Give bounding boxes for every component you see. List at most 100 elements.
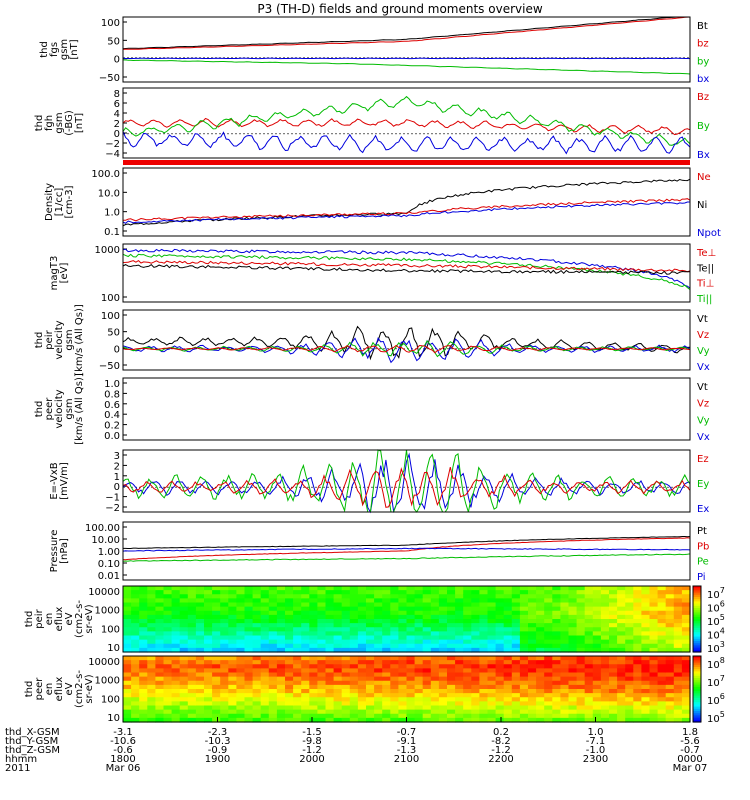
xtick-label: 2000 xyxy=(299,754,324,765)
heatmap-cell xyxy=(390,623,399,628)
heatmap-cell xyxy=(301,586,310,591)
heatmap-cell xyxy=(430,668,440,674)
heatmap-cell xyxy=(649,598,659,604)
heatmap-cell xyxy=(609,647,618,653)
heatmap-cell xyxy=(228,639,237,645)
heatmap-cell xyxy=(325,664,335,669)
heatmap-cell xyxy=(633,660,642,665)
heatmap-cell xyxy=(519,606,529,612)
heatmap-cell xyxy=(374,697,383,702)
heatmap-cell xyxy=(163,672,173,678)
heatmap-cell xyxy=(609,684,618,690)
series-Vx-line xyxy=(122,337,691,364)
heatmap-cell xyxy=(139,680,148,686)
heatmap-cell xyxy=(260,594,270,599)
heatmap-cell xyxy=(414,676,424,682)
heatmap-cell xyxy=(552,635,561,641)
heatmap-cell xyxy=(252,684,262,690)
heatmap-cell xyxy=(252,594,262,599)
heatmap-cell xyxy=(212,635,221,641)
heatmap-cell xyxy=(406,713,416,719)
heatmap-cell xyxy=(479,709,489,715)
colorbar-cell xyxy=(693,691,701,694)
heatmap-cell xyxy=(139,709,148,715)
heatmap-cell xyxy=(341,627,351,632)
heatmap-cell xyxy=(584,623,594,628)
heatmap-cell xyxy=(438,606,448,612)
heatmap-cell xyxy=(406,693,416,698)
heatmap-cell xyxy=(430,614,440,620)
heatmap-cell xyxy=(487,668,497,674)
heatmap-cell xyxy=(479,660,489,665)
heatmap-cell xyxy=(374,610,383,616)
heatmap-cell xyxy=(382,623,391,628)
heatmap-cell xyxy=(333,701,343,707)
heatmap-cell xyxy=(309,639,318,645)
heatmap-cell xyxy=(528,647,537,653)
heatmap-cell xyxy=(568,697,578,702)
panel-peer_eflux-heatmap xyxy=(123,656,691,723)
heatmap-cell xyxy=(495,697,505,702)
heatmap-cell xyxy=(495,619,505,624)
heatmap-cell xyxy=(511,635,521,641)
heatmap-cell xyxy=(463,631,472,637)
heatmap-cell xyxy=(422,705,432,711)
heatmap-cell xyxy=(511,639,521,645)
heatmap-cell xyxy=(560,689,570,694)
heatmap-cell xyxy=(204,602,213,608)
heatmap-cell xyxy=(649,717,659,723)
heatmap-cell xyxy=(609,713,618,719)
heatmap-cell xyxy=(244,668,254,674)
heatmap-cell xyxy=(455,610,464,616)
heatmap-cell xyxy=(236,594,246,599)
heatmap-cell xyxy=(317,614,327,620)
heatmap-cell xyxy=(487,623,497,628)
heatmap-cell xyxy=(584,647,594,653)
heatmap-cell xyxy=(528,668,537,674)
heatmap-cell xyxy=(220,643,229,649)
heatmap-cell xyxy=(171,639,181,645)
heatmap-cell xyxy=(503,586,513,591)
heatmap-cell xyxy=(430,680,440,686)
heatmap-cell xyxy=(576,590,586,595)
heatmap-cell xyxy=(228,594,237,599)
panel-density-ytick: 1.0 xyxy=(104,208,120,219)
heatmap-cell xyxy=(528,664,537,669)
heatmap-cell xyxy=(171,680,181,686)
heatmap-cell xyxy=(195,684,205,690)
heatmap-cell xyxy=(471,672,480,678)
colorbar-cell xyxy=(693,700,701,703)
heatmap-cell xyxy=(285,614,294,620)
heatmap-cell xyxy=(665,689,675,694)
legend-entry: Ey xyxy=(697,479,709,490)
heatmap-cell xyxy=(592,619,602,624)
heatmap-cell xyxy=(592,586,602,591)
heatmap-cell xyxy=(268,676,278,682)
heatmap-cell xyxy=(600,705,610,711)
heatmap-cell xyxy=(276,627,286,632)
colorbar-cell xyxy=(693,673,701,677)
heatmap-cell xyxy=(325,717,335,723)
heatmap-cell xyxy=(220,676,229,682)
heatmap-cell xyxy=(366,606,375,612)
heatmap-cell xyxy=(212,656,221,661)
heatmap-cell xyxy=(179,647,189,653)
heatmap-cell xyxy=(414,672,424,678)
heatmap-cell xyxy=(260,672,270,678)
heatmap-cell xyxy=(268,713,278,719)
heatmap-cell xyxy=(422,606,432,612)
heatmap-cell xyxy=(187,602,197,608)
heatmap-cell xyxy=(617,610,626,616)
heatmap-cell xyxy=(398,598,408,604)
heatmap-cell xyxy=(179,672,189,678)
heatmap-cell xyxy=(617,602,626,608)
heatmap-cell xyxy=(139,602,148,608)
heatmap-cell xyxy=(155,676,165,682)
colorbar-cell xyxy=(693,588,701,591)
heatmap-cell xyxy=(309,684,318,690)
heatmap-cell xyxy=(536,631,545,637)
heatmap-cell xyxy=(268,590,278,595)
heatmap-cell xyxy=(511,717,521,723)
heatmap-cell xyxy=(268,635,278,641)
heatmap-cell xyxy=(479,602,489,608)
